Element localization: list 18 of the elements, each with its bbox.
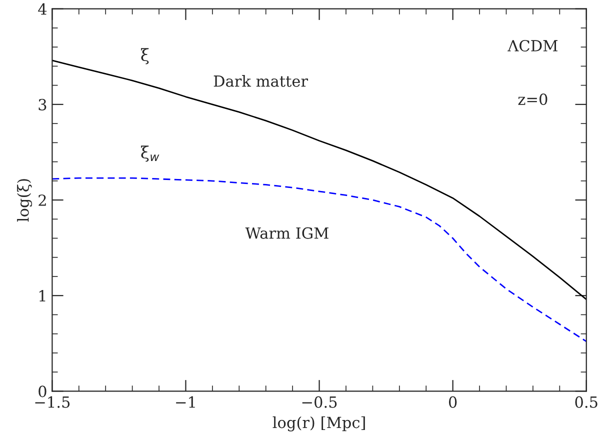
- x-axis-title: log(r) [Mpc]: [272, 416, 365, 432]
- y-tick-label: 4: [38, 3, 47, 15]
- y-tick-label: 3: [38, 98, 46, 110]
- x-tick-label: −0.5: [302, 396, 337, 408]
- annotation: ΛCDM: [508, 40, 558, 52]
- y-tick-label: 0: [38, 386, 46, 398]
- x-tick-label: −1: [176, 396, 195, 408]
- y-axis-title: log(ξ): [17, 179, 32, 222]
- annotation: Warm IGM: [245, 227, 328, 239]
- series-label: ξ$_{w}$: [141, 146, 160, 162]
- x-tick-label: −1.5: [35, 396, 70, 408]
- annotation: Dark matter: [214, 75, 308, 87]
- x-tick-label: 0.5: [575, 396, 598, 408]
- x-tick-label: 0: [448, 396, 457, 408]
- series-label: ξ: [141, 48, 149, 64]
- y-tick-label: 2: [38, 194, 46, 206]
- y-tick-label: 1: [39, 290, 46, 302]
- annotation: z=0: [518, 93, 548, 106]
